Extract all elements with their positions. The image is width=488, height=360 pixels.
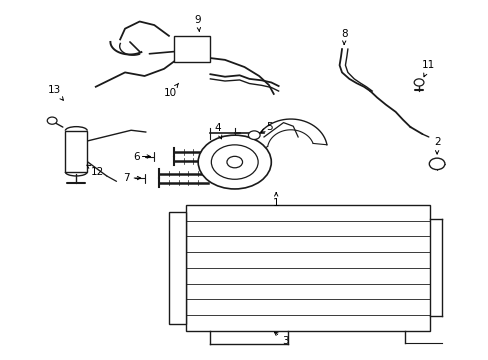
Text: 8: 8 — [341, 29, 347, 45]
Text: 13: 13 — [48, 85, 63, 100]
Bar — [173, 36, 210, 62]
Circle shape — [413, 79, 423, 86]
Circle shape — [248, 131, 260, 139]
Circle shape — [47, 117, 57, 124]
Circle shape — [226, 156, 242, 168]
Text: 10: 10 — [163, 83, 178, 98]
Text: 7: 7 — [123, 173, 130, 183]
Text: 12: 12 — [87, 165, 103, 177]
Bar — [185, 205, 429, 330]
Circle shape — [211, 145, 258, 179]
Text: 4: 4 — [214, 123, 222, 139]
Circle shape — [198, 135, 271, 189]
Text: 5: 5 — [261, 122, 273, 132]
Bar — [168, 212, 185, 324]
Circle shape — [428, 158, 444, 170]
Text: 1: 1 — [272, 193, 279, 208]
Text: 6: 6 — [133, 152, 140, 162]
Text: 3: 3 — [274, 332, 289, 346]
Text: 11: 11 — [421, 60, 434, 77]
Text: 2: 2 — [433, 138, 440, 154]
Text: 9: 9 — [194, 15, 201, 31]
Bar — [65, 131, 87, 172]
